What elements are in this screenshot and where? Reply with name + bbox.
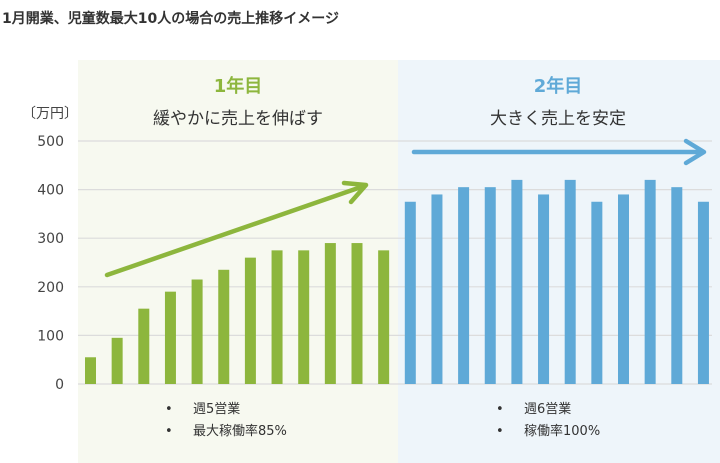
year2-subtitle: 大きく売上を安定 [490,109,626,129]
year2-bar [697,201,709,384]
year1-bar [351,243,363,384]
year1-bar [111,337,123,384]
page-title: 1月開業、児童数最大10人の場合の売上推移イメージ [2,11,339,27]
year1-bar [218,269,230,384]
year2-bar [538,194,550,384]
y-tick-label: 500 [37,134,64,150]
year2-bar [458,187,470,384]
year1-bar [271,250,283,384]
year1-note: 週5営業 [165,399,287,421]
trend-flat-arrow [411,138,707,166]
y-tick-label: 400 [37,183,64,199]
year2-bar [431,194,443,384]
year2-bar [511,179,523,384]
year1-bar [164,291,176,384]
year1-notes: 週5営業 最大稼働率85% [165,399,287,443]
year2-panel-background [398,60,720,463]
year1-bar [85,357,96,384]
year2-bar [484,187,496,384]
trend-up-arrow [104,180,369,278]
year2-bar [404,201,416,384]
year2-bar [618,194,629,384]
year1-bar [138,308,150,384]
year1-note: 最大稼働率85% [165,421,287,443]
year1-bar [378,250,390,384]
year2-bar [671,187,683,384]
year2-header: 2年目 大きく売上を安定 [398,72,718,129]
year1-panel-background [78,60,398,463]
year2-notes: 週6営業 稼働率100% [496,399,600,443]
year2-bar [644,179,656,384]
year2-label: 2年目 [533,76,583,97]
year1-bar [324,243,336,384]
y-tick-label: 0 [55,377,64,393]
year1-bar [191,279,203,384]
year1-bar [244,257,256,384]
y-tick-label: 200 [37,280,64,296]
year1-header: 1年目 緩やかに売上を伸ばす [78,72,398,129]
y-tick-label: 300 [37,231,64,247]
y-tick-label: 100 [37,328,64,344]
year1-subtitle: 緩やかに売上を伸ばす [153,109,323,129]
year2-bar [591,201,603,384]
year2-note: 稼働率100% [496,421,600,443]
year1-bar [298,250,310,384]
year2-bar [564,179,576,384]
year2-note: 週6営業 [496,399,600,421]
y-axis-unit: 〔万円〕 [22,106,78,122]
year1-label: 1年目 [213,76,263,97]
